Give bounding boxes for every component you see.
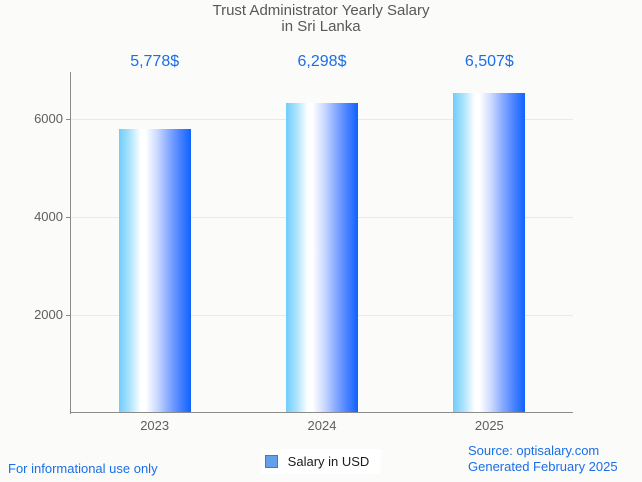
value-label-2024: 6,298$ [297,53,347,70]
legend-label: Salary in USD [287,454,370,469]
chart-title: Trust Administrator Yearly Salary in Sri… [0,3,642,35]
bar-2024 [286,103,358,412]
source-attribution: Source: optisalary.com Generated Februar… [468,443,618,475]
chart-title-line2: in Sri Lanka [281,18,361,35]
y-tick-6000 [66,119,71,120]
generated-line: Generated February 2025 [468,459,618,474]
disclaimer-text: For informational use only [8,461,158,476]
bar-2023 [118,128,191,412]
source-line: Source: optisalary.com [468,443,600,458]
legend-item-salary: Salary in USD [260,449,382,474]
y-axis-label-6000: 6000 [34,111,63,126]
y-axis-label-2000: 2000 [34,307,63,322]
chart-title-line1: Trust Administrator Yearly Salary [212,2,430,19]
y-axis-label-4000: 4000 [34,209,63,224]
legend: Salary in USD [0,449,642,474]
legend-swatch-icon [264,455,278,468]
value-label-2025: 6,507$ [464,53,514,70]
y-tick-2000 [66,315,71,316]
x-axis-label-2025: 2025 [474,418,504,433]
x-axis-line [70,412,573,413]
value-label-2023: 5,778$ [130,53,180,70]
bar-2025 [453,93,526,412]
y-axis-line [70,72,71,414]
x-axis-label-2023: 2023 [140,418,170,433]
y-tick-4000 [66,217,71,218]
x-axis-label-2024: 2024 [307,418,337,433]
